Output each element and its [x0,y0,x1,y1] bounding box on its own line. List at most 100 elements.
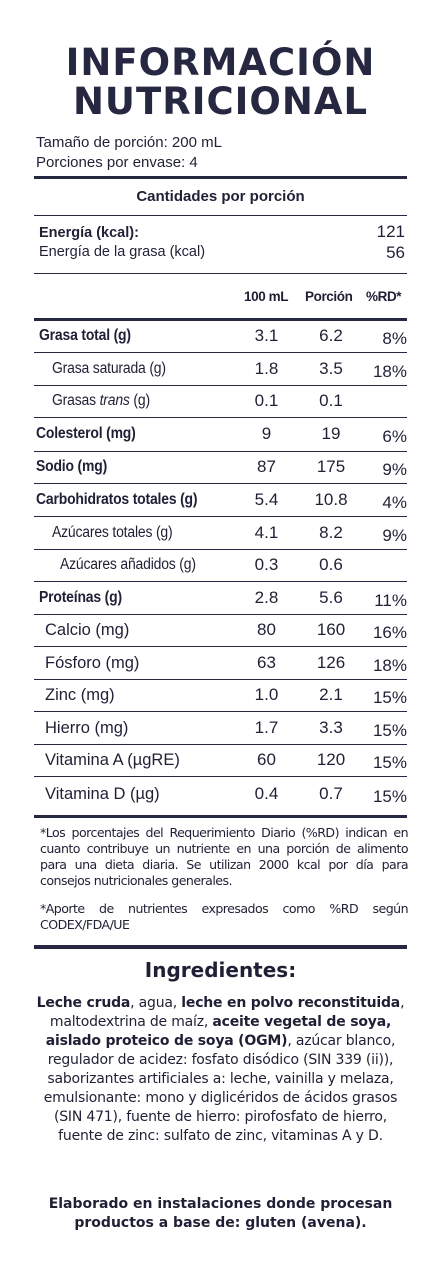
ingredient-bold: leche en polvo reconstituida [181,995,401,1011]
value-portion: 0.1 [319,391,343,410]
value-100ml: 60 [257,750,276,769]
col-rd: %RD* [366,289,402,304]
divider [34,215,407,216]
value-rd: 4% [382,493,407,512]
row-divider [34,581,407,582]
nutrient-name: Proteínas (g) [39,589,122,606]
table-row: Carbohidratos totales (g) 5.4 10.8 4% [34,484,407,517]
nutrient-name: Vitamina D (µg) [45,785,160,803]
ingredient-text: , azúcar blanco, regulador de acidez: fo… [43,1033,398,1144]
value-rd: 9% [382,526,407,545]
ingredient-text: , agua, [130,995,182,1011]
ingredient-text: , maltodextrina de maíz, [49,995,405,1030]
row-divider [34,516,407,517]
value-100ml: 2.8 [254,588,279,607]
table-row: Vitamina D (µg) 0.4 0.7 15% [34,777,407,812]
table-row: Hierro (mg) 1.7 3.3 15% [34,712,407,745]
value-rd: 11% [374,591,407,610]
nutrient-name: Azúcares totales (g) [52,524,173,541]
value-100ml: 87 [257,457,276,476]
fat-energy-label: Energía de la grasa (kcal) [39,244,206,260]
divider-thick [34,318,407,321]
table-row: Zinc (mg) 1.0 2.1 15% [34,680,407,712]
row-divider [34,646,407,647]
value-portion: 19 [321,424,341,443]
value-portion: 5.6 [319,588,343,607]
value-100ml: 5.4 [254,490,279,509]
footnote-codex: *Aporte de nutrientes expresados como %R… [40,901,409,932]
table-row: Azúcares añadidos (g) 0.3 0.6 [34,550,407,582]
value-100ml: 4.1 [254,523,279,542]
title-line-1: INFORMACIÓN [65,41,376,84]
energy-label: Energía (kcal): [39,225,139,241]
value-rd: 9% [382,460,407,479]
nutrient-name: Zinc (mg) [45,686,115,704]
fat-energy-value: 56 [386,243,405,262]
value-100ml: 0.3 [254,555,279,574]
table-row: Sodio (mg) 87 175 9% [34,452,407,484]
servings-per-container: Porciones por envase: 4 [36,154,198,171]
value-rd: 16% [372,623,407,642]
value-portion: 0.6 [319,555,343,574]
value-portion: 3.3 [319,718,343,737]
serving-size: Tamaño de porción: 200 mL [36,134,222,151]
table-row: Grasa total (g) 3.1 6.2 8% [34,321,407,353]
divider-thick [34,815,407,818]
row-divider [34,744,407,745]
divider-thick [34,176,407,179]
table-row: Calcio (mg) 80 160 16% [34,615,407,647]
value-100ml: 1.8 [254,359,279,378]
value-portion: 160 [316,620,346,639]
value-portion: 175 [316,457,346,476]
nutrient-name: Sodio (mg) [36,458,108,475]
value-rd: 15% [372,753,407,772]
nutrient-name: Hierro (mg) [45,719,129,737]
value-100ml: 0.1 [254,391,279,410]
table-row: Fósforo (mg) 63 126 18% [34,647,407,680]
value-portion: 126 [316,653,346,672]
value-rd: 8% [382,329,407,348]
allergen-statement: Elaborado en instalaciones donde procesa… [48,1196,393,1231]
divider-thick [34,945,407,949]
value-100ml: 3.1 [254,326,279,345]
ingredients-title: Ingredientes: [144,958,297,982]
value-100ml: 1.7 [254,718,279,737]
nutrient-name: Grasa total (g) [39,327,131,344]
value-100ml: 80 [257,620,276,639]
value-100ml: 63 [257,653,276,672]
value-100ml: 9 [261,424,272,443]
row-divider [34,679,407,680]
value-rd: 6% [382,427,407,446]
table-row: Grasas trans (g) 0.1 0.1 [34,386,407,418]
nutrient-name: Azúcares añadidos (g) [60,556,196,573]
nutrient-name: Fósforo (mg) [45,654,140,672]
col-100ml: 100 mL [244,289,289,304]
value-portion: 3.5 [319,359,343,378]
ingredient-bold: Leche cruda [36,995,131,1011]
nutrient-name: Grasa saturada (g) [52,360,166,377]
value-rd: 15% [372,787,407,806]
nutrient-name: Vitamina A (µgRE) [45,751,180,769]
value-portion: 10.8 [314,490,348,509]
row-divider [34,352,407,353]
value-portion: 6.2 [319,326,343,345]
value-portion: 8.2 [319,523,343,542]
ingredient-bold: aceite vegetal de soya, aislado proteico… [45,1014,392,1049]
row-divider [34,614,407,615]
value-100ml: 0.4 [254,784,279,803]
value-rd: 18% [372,656,407,675]
footnote-rd: *Los porcentajes del Requerimiento Diari… [40,825,409,888]
value-rd: 18% [372,362,407,381]
row-divider [34,711,407,712]
row-divider [34,385,407,386]
row-divider [34,451,407,452]
nutrient-name: Colesterol (mg) [36,425,136,442]
divider [34,273,407,274]
value-portion: 0.7 [319,784,343,803]
table-row: Vitamina A (µgRE) 60 120 15% [34,745,407,777]
amounts-header: Cantidades por porción [136,188,305,205]
nutrient-name: Grasas trans (g) [52,392,150,409]
nutrient-name: Calcio (mg) [45,621,130,639]
table-row: Colesterol (mg) 9 19 6% [34,418,407,452]
row-divider [34,483,407,484]
